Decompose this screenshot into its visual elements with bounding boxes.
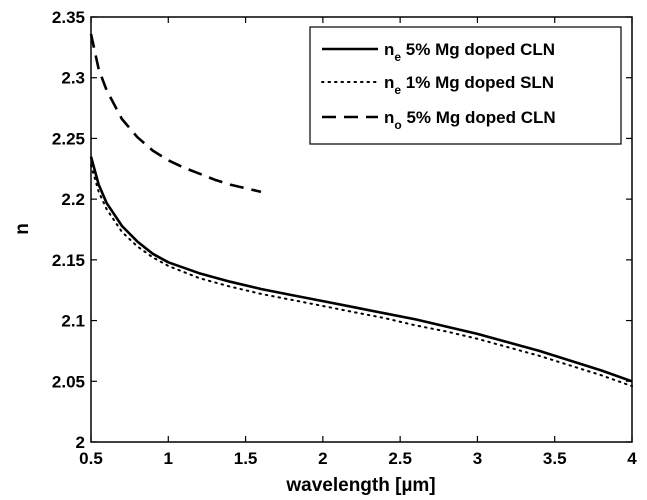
x-tick-label: 3.5 <box>543 449 567 468</box>
x-tick-label: 0.5 <box>79 449 103 468</box>
x-tick-label: 2.5 <box>388 449 412 468</box>
legend-label-1: ne 5% Mg doped CLN <box>384 40 555 64</box>
tick-label-layer: 0.5 1 1.5 2 2.5 3 3.5 4 2 2.05 2.1 2.15 2.2 2.25 2.3 2.… <box>52 8 637 468</box>
x-tick-label: 1.5 <box>234 449 258 468</box>
legend: ne 5% Mg doped CLN ne 1% Mg doped SLN no 5… <box>309 26 622 145</box>
legend-label-3: no 5% Mg doped CLN <box>384 108 556 132</box>
y-tick-label: 2.15 <box>52 251 85 270</box>
x-tick-label: 4 <box>627 449 637 468</box>
y-tick-label: 2.3 <box>61 69 85 88</box>
x-tick-label: 1 <box>164 449 173 468</box>
series-line-3 <box>89 33 262 194</box>
plot-frame <box>90 16 633 443</box>
x-tick-label: 2 <box>318 449 327 468</box>
y-tick-label: 2 <box>76 433 85 452</box>
series-line-1 <box>89 156 633 383</box>
y-tick-label: 2.1 <box>61 312 85 331</box>
y-tick-label: 2.05 <box>52 372 85 391</box>
series-line-2 <box>90 164 633 388</box>
x-axis-title: wavelength [µm] <box>285 475 435 496</box>
series-layer <box>89 33 633 388</box>
legend-label-2: ne 1% Mg doped SLN <box>384 73 554 97</box>
legend-box <box>309 26 622 145</box>
y-tick-label: 2.35 <box>52 8 85 27</box>
y-tick-label: 2.2 <box>61 190 85 209</box>
x-tick-label: 3 <box>473 449 482 468</box>
y-axis-title: n <box>12 223 33 235</box>
y-tick-label: 2.25 <box>52 129 85 148</box>
